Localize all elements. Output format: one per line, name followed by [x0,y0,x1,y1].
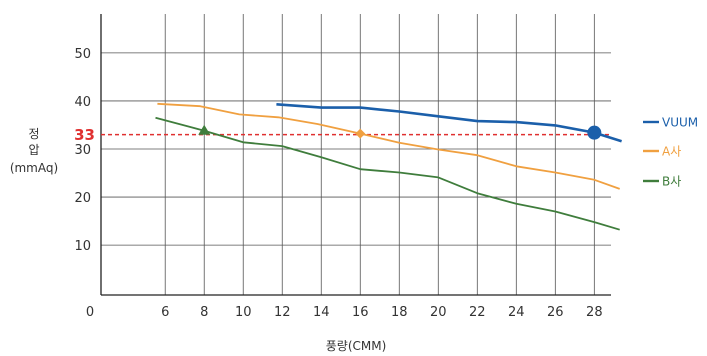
legend-label-3: B사 [662,175,681,189]
x-tick-label: 28 [586,305,603,320]
reference-line-label: 33 [74,126,95,144]
y-tick-label: 50 [74,47,91,62]
x-tick-label: 24 [508,305,525,320]
y-axis-label-line: 압 [28,143,39,157]
x-tick-label: 14 [313,305,330,320]
y-tick-label: 40 [74,95,91,110]
y-tick-label: 30 [74,143,91,158]
axis-labels: 풍량(CMM) 정압 (mmAq) [10,127,386,353]
x-tick-label: 20 [430,305,447,320]
x-tick-label: 12 [274,305,291,320]
series-line-3 [155,116,620,231]
x-tick-label: 18 [391,305,408,320]
x-tick-label: 22 [469,305,486,320]
y-tick-label: 10 [74,239,91,254]
x-tick-label: 10 [235,305,252,320]
x-tick-label: 8 [200,305,208,320]
y-axis-label-line: (mmAq) [10,161,58,175]
legend: VUUM A사 B사 [643,116,698,189]
x-axis-label: 풍량(CMM) [326,339,387,353]
y-tick-label: 20 [74,191,91,206]
series-line-2 [157,102,621,190]
x-tick-label: 6 [161,305,169,320]
legend-label-2: A사 [662,145,681,159]
reference-line-group: 33 [74,126,611,144]
axes [100,14,611,296]
series-marker-2 [355,128,366,139]
x-tick-label: 16 [352,305,369,320]
series-group [155,102,622,231]
x-origin-label: 0 [86,305,94,320]
legend-label-1: VUUM [662,116,698,130]
series-marker-3 [198,124,211,135]
y-axis-label-line: 정 [28,127,39,141]
x-tick-label: 26 [547,305,564,320]
tick-labels: 6 8 10 12 14 16 18 20 22 24 26 28 0 10 20 30 40 50 [74,47,602,320]
series-line-1 [276,103,622,143]
series-marker-1 [587,125,602,140]
grid [101,14,611,295]
